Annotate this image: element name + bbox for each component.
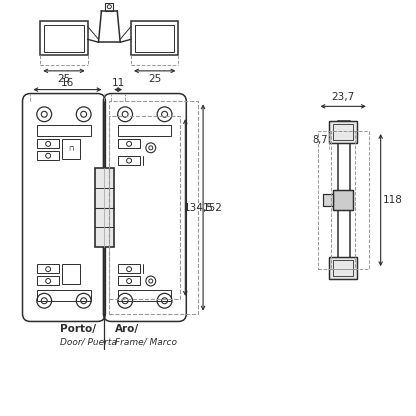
Bar <box>333 260 353 276</box>
Text: 118: 118 <box>383 195 402 205</box>
Bar <box>331 131 355 269</box>
Bar <box>118 125 171 136</box>
Text: Door/ Puerta: Door/ Puerta <box>60 338 117 347</box>
Bar <box>37 151 59 160</box>
Bar <box>118 290 171 301</box>
Bar <box>118 156 140 165</box>
Bar <box>118 276 140 285</box>
Bar <box>118 264 140 273</box>
Bar <box>118 139 140 148</box>
Bar <box>333 124 353 140</box>
Bar <box>37 290 91 301</box>
Bar <box>105 3 113 11</box>
Text: ⊓: ⊓ <box>68 146 74 152</box>
Bar <box>37 276 59 285</box>
Bar <box>37 139 59 148</box>
Text: 25: 25 <box>57 74 71 84</box>
Text: Aro/: Aro/ <box>115 324 139 334</box>
Bar <box>317 131 369 269</box>
Text: 8,7: 8,7 <box>313 135 328 145</box>
Bar <box>329 258 357 279</box>
Bar <box>37 125 91 136</box>
Bar <box>94 168 114 247</box>
Bar <box>131 20 178 55</box>
Bar <box>338 121 350 279</box>
Bar <box>109 102 198 314</box>
Text: Porto/: Porto/ <box>60 324 96 334</box>
Text: 134,5: 134,5 <box>184 203 214 213</box>
Bar <box>333 190 353 210</box>
Text: 11: 11 <box>111 78 125 88</box>
Text: 152: 152 <box>203 203 223 213</box>
Bar <box>135 25 174 52</box>
Bar <box>44 25 84 52</box>
Text: 23,7: 23,7 <box>332 92 355 102</box>
Bar <box>329 258 357 279</box>
Bar <box>62 264 80 284</box>
Bar <box>40 20 88 55</box>
Bar <box>329 121 357 143</box>
Bar <box>329 121 357 143</box>
Bar <box>323 194 333 206</box>
Text: 16: 16 <box>61 78 74 88</box>
Bar <box>323 194 333 206</box>
Text: Frame/ Marco: Frame/ Marco <box>115 338 177 347</box>
Text: 25: 25 <box>148 74 161 84</box>
Bar <box>62 139 80 158</box>
Bar <box>37 264 59 273</box>
Bar <box>109 116 181 299</box>
Bar <box>333 190 353 210</box>
